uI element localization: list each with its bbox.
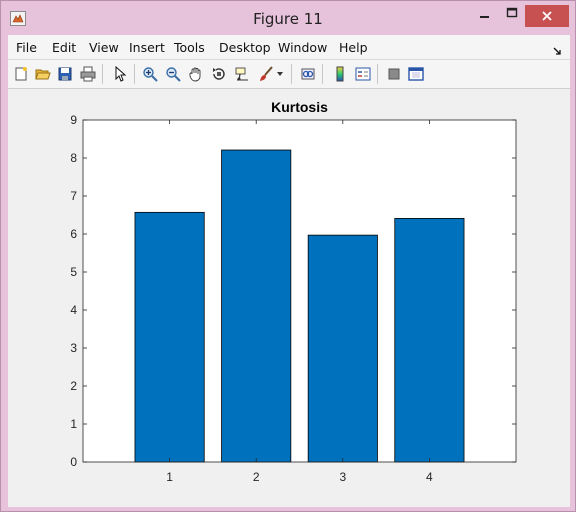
toolbar-separator [322,64,323,84]
dock-arrow-icon[interactable] [553,43,562,61]
y-tick-label: 3 [70,341,77,355]
menu-bar: File Edit View Insert Tools Desktop Wind… [8,35,570,60]
colorbar-icon[interactable] [330,64,350,84]
y-tick-label: 0 [70,455,77,469]
close-icon [542,11,552,21]
pan-icon[interactable] [186,64,206,84]
minimize-icon [480,16,489,18]
x-tick-label: 4 [426,470,433,484]
open-file-icon[interactable] [33,64,53,84]
menu-help[interactable]: Help [339,40,368,55]
y-tick-label: 7 [70,189,77,203]
bar-4[interactable] [394,218,465,463]
pointer-icon[interactable] [110,64,130,84]
legend-icon[interactable] [353,64,373,84]
axes-frame [82,119,517,463]
data-cursor-icon[interactable] [232,64,252,84]
toolbar-separator [377,64,378,84]
menu-insert[interactable]: Insert [129,40,165,55]
x-tick-label: 1 [166,470,173,484]
bar-chart[interactable]: 0 1 2 3 4 5 6 7 8 9 1 2 3 4 Kurtosis [8,89,570,507]
figure-toolbar [8,60,570,89]
menu-edit[interactable]: Edit [52,40,77,55]
zoom-in-icon[interactable] [140,64,160,84]
maximize-icon [506,7,518,18]
print-icon[interactable] [78,64,98,84]
matlab-figure-icon[interactable] [10,11,26,26]
y-tick-label: 4 [70,303,77,317]
brush-icon[interactable] [256,64,276,84]
menu-file[interactable]: File [16,40,37,55]
chart-title: Kurtosis [271,99,328,115]
y-tick-label: 8 [70,151,77,165]
taskbar-strip [0,512,576,518]
menu-view[interactable]: View [89,40,119,55]
figure-client-area: File Edit View Insert Tools Desktop Wind… [8,35,570,507]
minimize-button[interactable] [471,2,499,24]
toolbar-separator [134,64,135,84]
bar-1[interactable] [134,211,205,463]
x-tick-label: 3 [339,470,346,484]
toolbar-separator [291,64,292,84]
toolbar-separator [102,64,103,84]
y-tick-label: 5 [70,265,77,279]
maximize-button[interactable] [499,2,525,24]
y-tick-label: 1 [70,417,77,431]
show-plot-tools-icon[interactable] [406,64,426,84]
bar-2[interactable] [221,149,292,463]
brush-dropdown-icon[interactable] [274,64,286,84]
x-tick-label: 2 [253,470,260,484]
hide-plot-tools-icon[interactable] [384,64,404,84]
window-title: Figure 11 [253,10,323,28]
zoom-out-icon[interactable] [163,64,183,84]
rotate-3d-icon[interactable] [209,64,229,84]
new-figure-icon[interactable] [11,64,31,84]
menu-window[interactable]: Window [278,40,328,55]
menu-tools[interactable]: Tools [174,40,205,55]
bar-3[interactable] [307,234,378,463]
y-tick-label: 6 [70,227,77,241]
save-icon[interactable] [55,64,75,84]
link-plot-icon[interactable] [298,64,318,84]
figure-canvas[interactable]: 0 1 2 3 4 5 6 7 8 9 1 2 3 4 Kurtosis [8,89,570,507]
title-bar[interactable]: Figure 11 [1,1,575,35]
y-tick-label: 9 [70,113,77,127]
y-tick-label: 2 [70,379,77,393]
close-button[interactable] [525,5,569,27]
menu-desktop[interactable]: Desktop [219,40,271,55]
